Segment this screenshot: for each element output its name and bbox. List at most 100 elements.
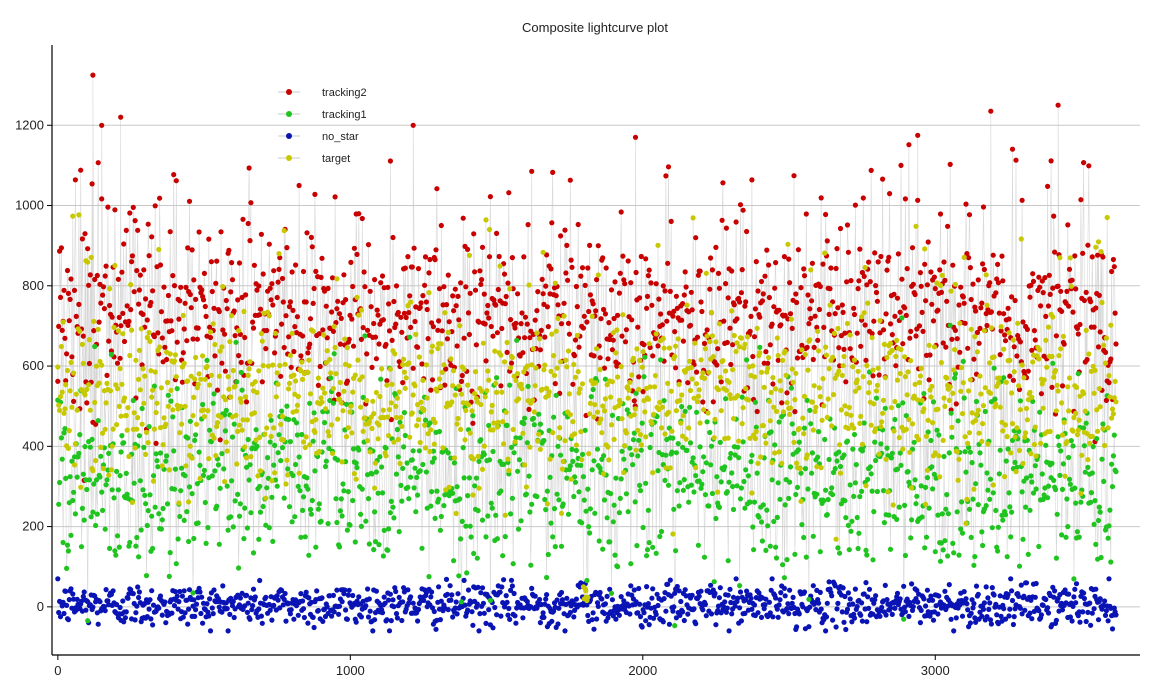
point-target: [377, 393, 383, 400]
point-target: [954, 449, 960, 455]
point-tracking1: [1039, 471, 1045, 477]
point-no_star: [207, 596, 213, 602]
point-no_star: [758, 614, 765, 621]
point-tracking1: [977, 450, 983, 456]
point-no_star: [298, 591, 304, 597]
point-target: [617, 400, 623, 406]
point-tracking1: [113, 552, 119, 558]
point-tracking2: [837, 225, 844, 232]
point-tracking1: [972, 554, 978, 560]
point-target: [358, 404, 364, 410]
point-tracking1: [305, 486, 311, 492]
point-no_star: [476, 628, 482, 634]
point-target: [192, 376, 198, 382]
point-tracking2: [851, 305, 857, 311]
point-tracking2: [821, 324, 827, 330]
point-tracking1: [61, 430, 67, 436]
point-tracking1: [717, 439, 723, 445]
point-tracking1: [945, 511, 952, 517]
point-target: [1007, 357, 1013, 363]
point-tracking1: [895, 403, 902, 409]
point-tracking1: [634, 543, 640, 549]
point-tracking2: [427, 256, 433, 263]
point-tracking2: [92, 276, 98, 283]
point-no_star: [287, 611, 293, 617]
point-target: [412, 383, 418, 389]
chart-title: Composite lightcurve plot: [522, 20, 668, 35]
point-tracking1: [954, 509, 960, 515]
point-tracking2: [393, 321, 399, 327]
point-no_star: [935, 611, 941, 617]
point-target: [948, 288, 954, 294]
point-target: [734, 340, 740, 346]
point-no_star: [826, 579, 832, 585]
point-tracking1: [745, 473, 752, 479]
point-tracking2: [731, 302, 737, 308]
point-tracking1: [554, 491, 560, 497]
point-tracking2: [699, 308, 705, 315]
point-tracking2: [1032, 337, 1038, 343]
point-no_star: [717, 585, 723, 591]
point-tracking2: [115, 276, 121, 282]
point-tracking2: [812, 313, 818, 319]
point-tracking2: [811, 344, 817, 350]
point-target: [387, 366, 393, 372]
point-target: [286, 380, 293, 386]
point-target: [855, 368, 861, 374]
point-tracking2: [287, 299, 293, 305]
y-tick-label: 1200: [15, 117, 44, 132]
point-tracking1: [730, 506, 737, 513]
point-tracking2: [912, 291, 918, 298]
point-tracking2: [251, 262, 257, 268]
point-target: [449, 399, 455, 405]
point-tracking1: [1000, 517, 1006, 523]
point-tracking2: [983, 311, 989, 317]
point-tracking2: [372, 334, 379, 340]
point-tracking1: [136, 433, 142, 439]
point-tracking1: [760, 502, 766, 508]
point-target: [277, 362, 283, 369]
point-no_star: [961, 589, 967, 595]
point-tracking1: [451, 460, 457, 466]
point-tracking1: [941, 453, 947, 460]
point-tracking2: [1095, 344, 1102, 350]
point-tracking2: [864, 282, 870, 288]
point-tracking1: [531, 422, 537, 428]
point-tracking2: [591, 353, 597, 359]
point-tracking1: [466, 475, 472, 481]
point-tracking1: [107, 545, 113, 552]
point-tracking1: [422, 417, 429, 423]
point-target: [887, 340, 894, 346]
point-target: [787, 405, 794, 411]
point-tracking1: [669, 449, 675, 455]
point-tracking2: [1048, 158, 1054, 164]
point-no_star: [497, 589, 503, 595]
point-tracking1: [194, 481, 200, 487]
point-tracking2: [1030, 278, 1037, 284]
point-tracking1: [131, 480, 137, 486]
point-no_star: [946, 582, 952, 588]
point-target: [146, 330, 152, 336]
point-tracking1: [419, 545, 425, 551]
point-target: [636, 386, 642, 392]
point-target: [701, 407, 707, 413]
point-no_star: [979, 613, 985, 619]
point-tracking1: [576, 489, 582, 495]
point-tracking1: [604, 515, 610, 521]
point-tracking2: [993, 290, 999, 296]
point-no_star: [985, 595, 991, 601]
point-no_star: [512, 613, 518, 619]
point-target: [653, 331, 659, 337]
point-tracking2: [747, 328, 753, 334]
point-tracking2: [467, 290, 473, 296]
point-tracking1: [109, 487, 115, 493]
point-tracking2: [504, 349, 510, 355]
point-no_star: [1040, 602, 1046, 609]
point-tracking1: [951, 550, 957, 556]
point-target: [917, 373, 924, 379]
point-no_star: [971, 601, 977, 607]
point-target: [782, 348, 788, 354]
point-tracking2: [1103, 397, 1109, 403]
point-tracking2: [238, 359, 244, 365]
point-target: [332, 344, 338, 351]
